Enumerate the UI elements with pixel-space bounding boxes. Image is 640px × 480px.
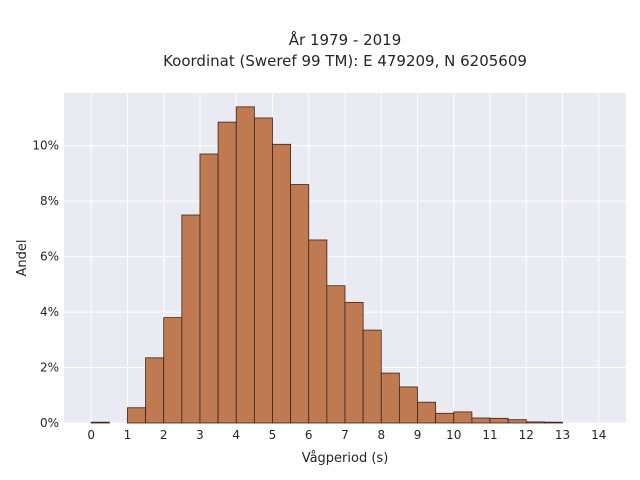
- histogram-bar: [253, 117, 273, 424]
- x-tick-label: 0: [87, 428, 95, 442]
- histogram-bar: [181, 214, 201, 424]
- histogram-bar: [90, 421, 110, 424]
- histogram-bar: [127, 407, 146, 424]
- histogram-bar: [290, 184, 310, 424]
- y-tick-label: 8%: [40, 194, 59, 208]
- y-tick-labels: 0% 2% 4% 6% 8% 10%: [32, 139, 59, 430]
- histogram-bar: [199, 153, 219, 424]
- y-tick-label: 4%: [40, 305, 59, 319]
- histogram-bar: [308, 239, 328, 424]
- y-tick-label: 2%: [40, 361, 59, 375]
- histogram-bar: [453, 411, 473, 424]
- chart-title-line-2: Koordinat (Sweref 99 TM): E 479209, N 62…: [163, 52, 527, 70]
- histogram-bar: [145, 357, 165, 424]
- histogram-bar: [217, 121, 237, 424]
- y-tick-label: 0%: [40, 416, 59, 430]
- histogram-bar: [544, 421, 563, 424]
- x-tick-label: 6: [305, 428, 313, 442]
- histogram-bar: [362, 329, 382, 424]
- x-axis-label: Vågperiod (s): [302, 451, 389, 466]
- histogram-bar: [344, 301, 364, 424]
- x-tick-label: 5: [269, 428, 277, 442]
- y-tick-label: 10%: [32, 139, 59, 153]
- y-tick-label: 6%: [40, 250, 59, 264]
- histogram-bar: [326, 285, 346, 424]
- x-tick-label: 3: [196, 428, 204, 442]
- x-tick-label: 8: [377, 428, 385, 442]
- bars: [90, 106, 563, 424]
- x-tick-label: 13: [555, 428, 570, 442]
- histogram-bar: [417, 401, 437, 424]
- x-tick-label: 7: [341, 428, 349, 442]
- histogram-bar: [380, 372, 400, 424]
- x-tick-label: 9: [414, 428, 422, 442]
- histogram-bar: [272, 143, 292, 424]
- x-tick-label: 14: [591, 428, 606, 442]
- x-tick-label: 12: [519, 428, 534, 442]
- histogram-bar: [163, 317, 183, 424]
- y-axis-label: Andel: [15, 240, 30, 277]
- x-tick-label: 10: [446, 428, 461, 442]
- histogram-bar: [489, 417, 509, 424]
- x-tick-label: 1: [124, 428, 132, 442]
- x-tick-labels: 0 1 2 3 4 5 6 7 8 9 10 11 12 13 14: [87, 428, 606, 442]
- x-tick-label: 11: [482, 428, 497, 442]
- histogram-bar: [398, 386, 418, 424]
- x-tick-label: 4: [232, 428, 240, 442]
- histogram-bar: [507, 419, 527, 424]
- histogram-bar: [471, 417, 491, 424]
- histogram-bar: [235, 106, 255, 424]
- chart-title-line-1: År 1979 - 2019: [289, 30, 402, 49]
- x-tick-label: 2: [160, 428, 168, 442]
- histogram-bar: [525, 421, 545, 424]
- grid-lines: [64, 93, 626, 424]
- histogram-bar: [435, 412, 455, 424]
